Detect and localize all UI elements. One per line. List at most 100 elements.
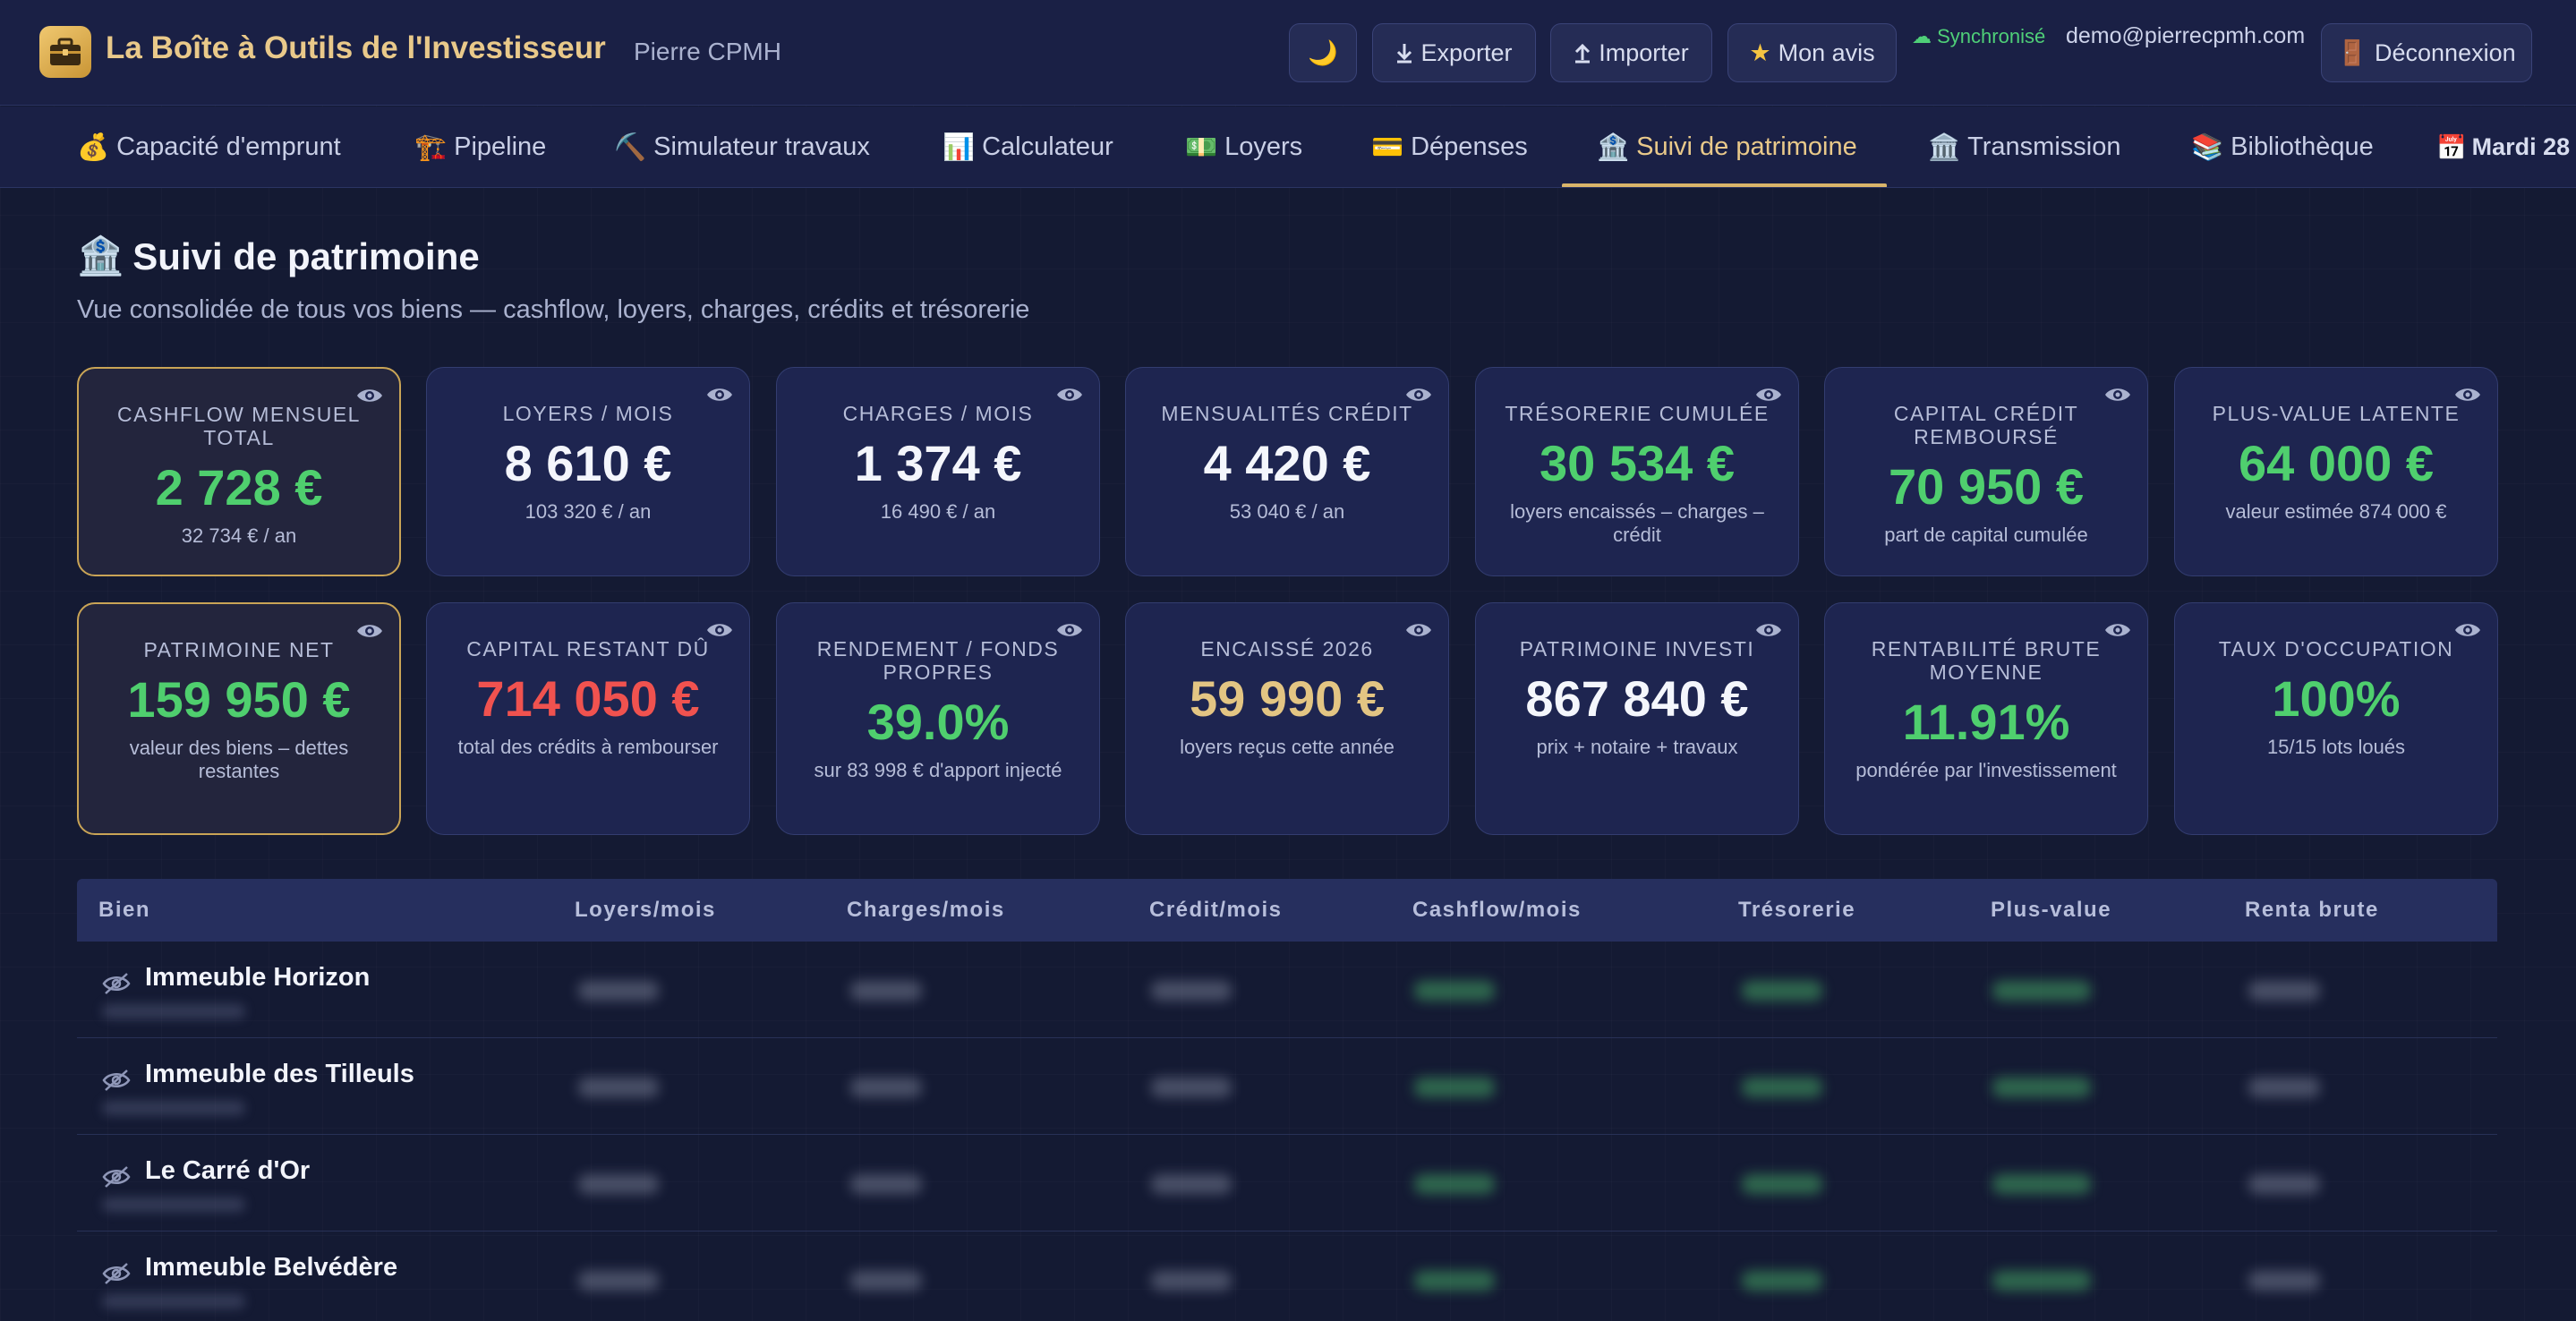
tab-simulateur-travaux[interactable]: ⛏️ Simulateur travaux <box>614 132 870 162</box>
column-loyers[interactable]: Loyers/mois <box>575 898 716 922</box>
eye-icon[interactable] <box>356 622 383 640</box>
column-renta-brute[interactable]: Renta brute <box>2245 898 2379 922</box>
eye-off-icon[interactable] <box>102 1165 131 1189</box>
page-title: 🏦 Suivi de patrimoine <box>77 234 480 277</box>
eye-icon[interactable] <box>1755 386 1782 404</box>
kpi-label: Encaissé 2026 <box>1200 637 1374 660</box>
hidden-detail <box>102 1294 245 1308</box>
review-label: Mon avis <box>1778 38 1875 66</box>
kpi-subtext: prix + notaire + travaux <box>1536 736 1738 758</box>
eye-icon[interactable] <box>1405 621 1432 639</box>
tab-transmission[interactable]: 🏛️ Transmission <box>1928 132 2121 162</box>
tab-pipeline[interactable]: 🏗️ Pipeline <box>414 132 547 162</box>
table-header: Bien Loyers/mois Charges/mois Crédit/moi… <box>77 879 2497 942</box>
eye-icon[interactable] <box>2454 386 2481 404</box>
kpi-card: Taux d'occupation 100% 15/15 lots loués <box>2174 602 2498 835</box>
tab-capacite-emprunt[interactable]: 💰 Capacité d'emprunt <box>77 132 341 162</box>
eye-icon[interactable] <box>706 621 733 639</box>
money-bag-icon: 💰 <box>77 132 110 162</box>
moon-icon: 🌙 <box>1308 39 1338 66</box>
kpi-label: Rendement / fonds propres <box>816 637 1060 684</box>
table-row[interactable]: Le Carré d'Or <box>77 1135 2497 1232</box>
kpi-subtext: total des crédits à rembourser <box>457 736 719 758</box>
column-plus-value[interactable]: Plus-value <box>1991 898 2112 922</box>
tab-depenses[interactable]: 💳 Dépenses <box>1371 132 1528 162</box>
books-icon: 📚 <box>2191 132 2224 162</box>
hidden-value <box>1742 1271 1822 1291</box>
cloud-icon: ☁ <box>1912 25 1932 47</box>
column-bien[interactable]: Bien <box>98 898 151 922</box>
current-date: 📅 Mardi 28 j <box>2436 133 2576 161</box>
eye-icon[interactable] <box>1056 621 1083 639</box>
app-header: La Boîte à Outils de l'Investisseur Pier… <box>0 0 2576 106</box>
kpi-value: 4 420 € <box>1203 435 1371 491</box>
hidden-value <box>850 1078 922 1097</box>
column-cashflow[interactable]: Cashflow/mois <box>1412 898 1582 922</box>
kpi-label: Charges / mois <box>842 402 1034 425</box>
hidden-value <box>2248 1271 2320 1291</box>
kpi-card: Plus-value latente 64 000 € valeur estimée… <box>2174 367 2498 576</box>
tab-loyers[interactable]: 💵 Loyers <box>1185 132 1303 162</box>
hidden-value <box>1414 1174 1495 1194</box>
kpi-value: 159 950 € <box>127 671 351 728</box>
kpi-label: Mensualités crédit <box>1161 402 1413 425</box>
kpi-label: Capital restant dû <box>466 637 710 660</box>
eye-icon[interactable] <box>2104 621 2131 639</box>
logout-button[interactable]: 🚪 Déconnexion <box>2321 23 2532 82</box>
table-row[interactable]: Immeuble Horizon <box>77 942 2497 1038</box>
hidden-value <box>578 1078 659 1097</box>
kpi-subtext: sur 83 998 € d'apport injecté <box>814 759 1062 781</box>
eye-icon[interactable] <box>2454 621 2481 639</box>
eye-icon[interactable] <box>356 387 383 405</box>
tab-bibliotheque[interactable]: 📚 Bibliothèque <box>2191 132 2374 162</box>
theme-toggle-button[interactable]: 🌙 <box>1289 23 1357 82</box>
eye-off-icon[interactable] <box>102 1262 131 1285</box>
kpi-card: Patrimoine net 159 950 € valeur des biens … <box>77 602 401 835</box>
eye-icon[interactable] <box>2104 386 2131 404</box>
kpi-label: Trésorerie cumulée <box>1505 402 1770 425</box>
eye-icon[interactable] <box>1755 621 1782 639</box>
hidden-value <box>1414 1271 1495 1291</box>
kpi-subtext: 103 320 € / an <box>525 500 652 523</box>
download-icon <box>1397 44 1412 64</box>
hidden-value <box>578 1271 659 1291</box>
column-charges[interactable]: Charges/mois <box>847 898 1005 922</box>
hidden-value <box>2248 1174 2320 1194</box>
hidden-value <box>1992 981 2091 1001</box>
kpi-value: 30 534 € <box>1540 435 1735 491</box>
tab-suivi-patrimoine[interactable]: 🏦 Suivi de patrimoine <box>1597 132 1857 162</box>
property-name: Immeuble Belvédère <box>145 1253 398 1282</box>
export-button[interactable]: Exporter <box>1372 23 1536 82</box>
hidden-detail <box>102 1101 245 1115</box>
table-row[interactable]: Immeuble Belvédère <box>77 1232 2497 1321</box>
eye-off-icon[interactable] <box>102 972 131 995</box>
tab-calculateur[interactable]: 📊 Calculateur <box>943 132 1113 162</box>
kpi-label: Patrimoine investi <box>1519 637 1755 660</box>
eye-icon[interactable] <box>1405 386 1432 404</box>
kpi-card: Loyers / mois 8 610 € 103 320 € / an <box>426 367 750 576</box>
hidden-detail <box>102 1004 245 1018</box>
eye-off-icon[interactable] <box>102 1069 131 1092</box>
column-tresorerie[interactable]: Trésorerie <box>1738 898 1856 922</box>
eye-icon[interactable] <box>706 386 733 404</box>
kpi-label: Patrimoine net <box>143 638 335 661</box>
kpi-value: 11.91% <box>1902 694 2070 750</box>
review-button[interactable]: ★ Mon avis <box>1727 23 1897 82</box>
user-name: Pierre CPMH <box>634 38 781 65</box>
column-credit[interactable]: Crédit/mois <box>1149 898 1283 922</box>
hidden-value <box>1414 981 1495 1001</box>
kpi-value: 64 000 € <box>2239 435 2434 491</box>
kpi-subtext: valeur estimée 874 000 € <box>2225 500 2447 523</box>
crane-icon: 🏗️ <box>414 132 448 162</box>
kpi-card: Mensualités crédit 4 420 € 53 040 € / an <box>1125 367 1449 576</box>
kpi-subtext: pondérée par l'investissement <box>1855 759 2117 781</box>
kpi-label: Taux d'occupation <box>2218 637 2454 660</box>
chart-icon: 📊 <box>943 132 976 162</box>
kpi-subtext: 15/15 lots loués <box>2266 736 2406 758</box>
import-button[interactable]: Importer <box>1550 23 1712 82</box>
active-tab-indicator <box>1562 183 1887 187</box>
table-row[interactable]: Immeuble des Tilleuls <box>77 1038 2497 1135</box>
kpi-card: Patrimoine investi 867 840 € prix + notair… <box>1475 602 1799 835</box>
eye-icon[interactable] <box>1056 386 1083 404</box>
kpi-label: Loyers / mois <box>502 402 674 425</box>
